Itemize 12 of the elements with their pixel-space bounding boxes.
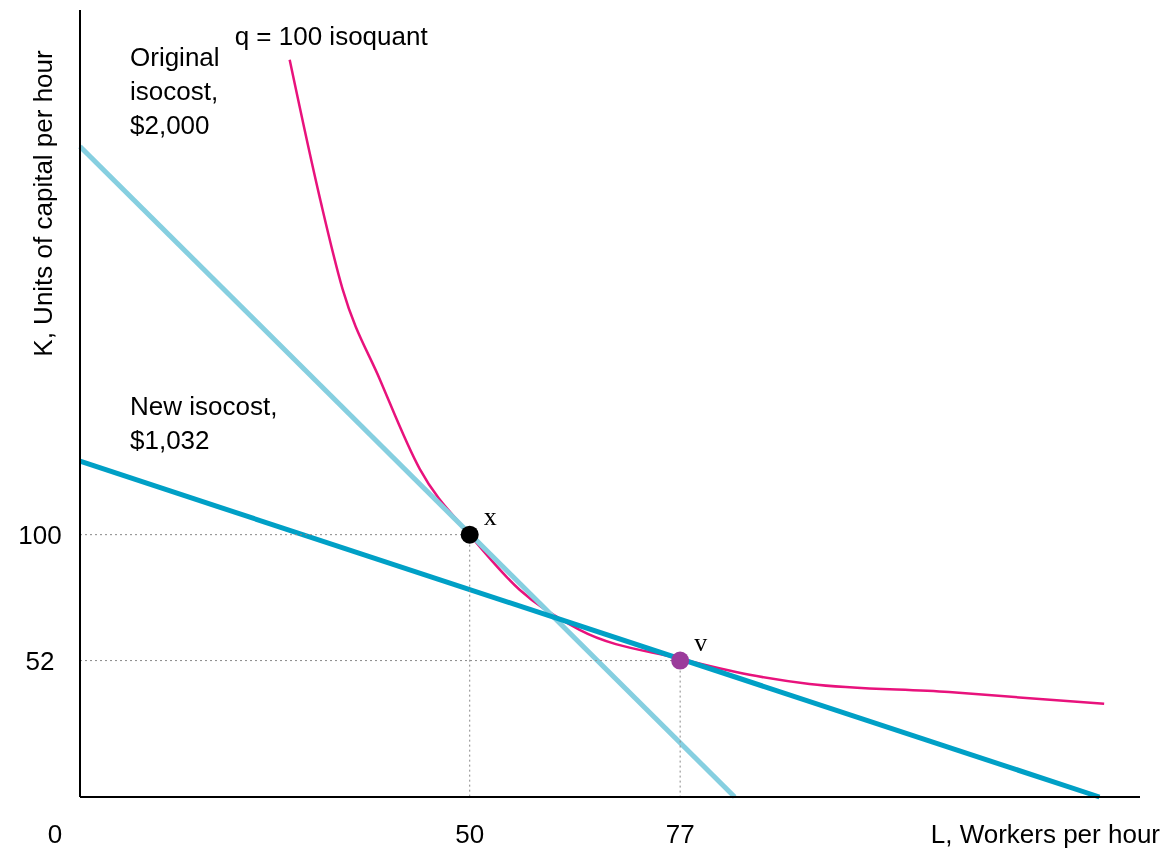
series-label: q = 100 isoquant bbox=[234, 20, 429, 51]
y-tick-label: 52 bbox=[25, 645, 55, 676]
series-label: New isocost, $1,032 bbox=[130, 391, 278, 456]
y-tick-label: 100 bbox=[18, 519, 62, 550]
series-label: v bbox=[694, 627, 708, 657]
series-label: Original isocost, $2,000 bbox=[130, 42, 220, 141]
x-axis-title: L, Workers per hour bbox=[930, 819, 1161, 849]
y-axis-title: K, Units of capital per hour bbox=[28, 49, 58, 357]
x-tick-label: 0 bbox=[47, 819, 63, 849]
x-tick-label: 77 bbox=[665, 819, 695, 849]
x-tick-label: 50 bbox=[455, 819, 485, 849]
series-label: x bbox=[483, 501, 497, 531]
